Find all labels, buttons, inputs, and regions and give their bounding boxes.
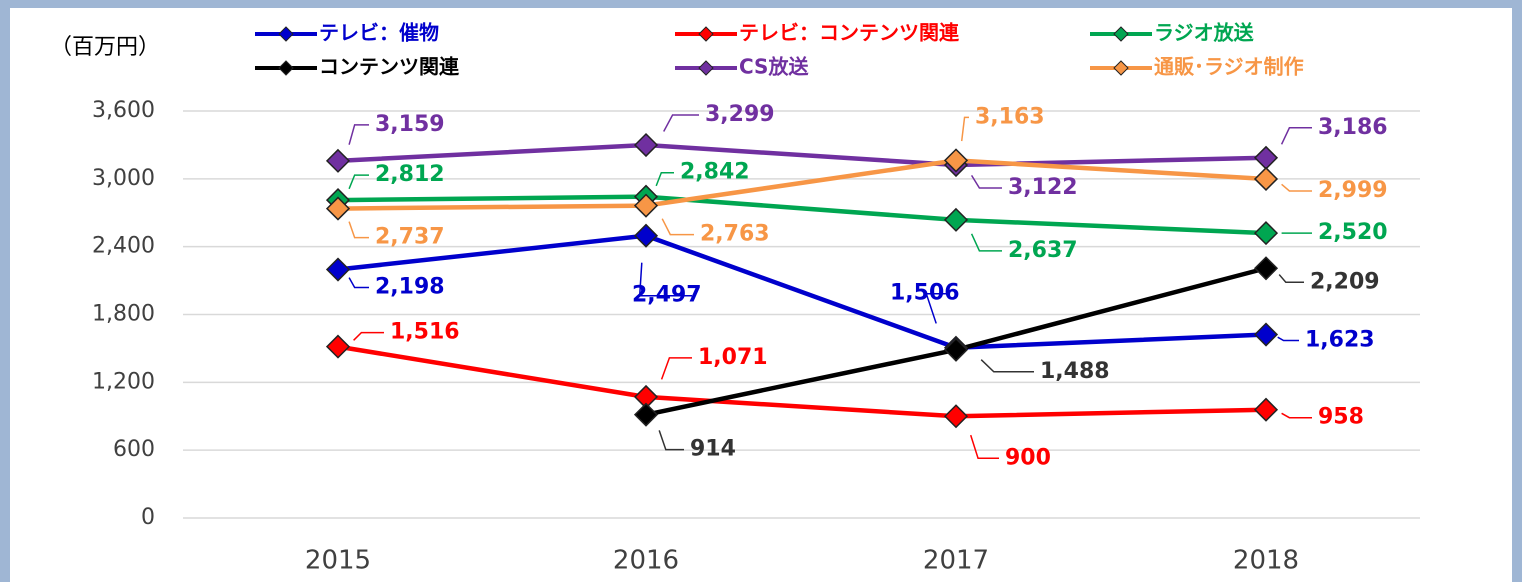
- leader-line: [353, 331, 384, 341]
- data-point: [943, 337, 969, 362]
- data-label: 1,623: [1305, 328, 1375, 353]
- data-point: [1253, 322, 1279, 347]
- data-label: 3,122: [1008, 175, 1078, 200]
- data-label: 1,516: [390, 320, 460, 345]
- data-label: 2,737: [375, 225, 445, 250]
- data-label: 3,159: [375, 112, 445, 137]
- x-tick-label: 2017: [923, 546, 989, 576]
- data-label: 1,071: [698, 345, 768, 370]
- data-point: [1253, 221, 1279, 246]
- data-point: [943, 207, 969, 232]
- leader-line: [658, 430, 684, 451]
- leader-line: [960, 116, 969, 142]
- y-tick-label: 3,000: [92, 166, 155, 191]
- y-tick-label: 2,400: [92, 234, 155, 259]
- x-tick-label: 2016: [613, 546, 679, 576]
- leader-line: [1277, 336, 1299, 342]
- data-label: 900: [1005, 445, 1051, 470]
- y-axis-label: （百万円）: [50, 35, 160, 60]
- leader-line: [1278, 274, 1304, 284]
- series-line: [337, 344, 1267, 419]
- leader-line: [655, 171, 674, 187]
- data-point: [325, 196, 351, 221]
- data-point: [633, 132, 659, 158]
- leader-line: [661, 218, 694, 236]
- leader-line: [925, 292, 950, 324]
- data-label: 1,506: [890, 281, 960, 306]
- leader-line: [1280, 127, 1312, 145]
- leader-line: [348, 277, 369, 289]
- legend-label: テレビ：催物: [319, 21, 439, 45]
- legend-marker: [698, 26, 714, 42]
- x-tick-label: 2018: [1233, 546, 1299, 576]
- leader-line: [660, 357, 692, 380]
- legend-marker: [698, 60, 714, 76]
- leader-line: [348, 124, 369, 145]
- leader-line: [969, 434, 999, 459]
- leader-line: [663, 114, 699, 132]
- data-point: [633, 193, 659, 218]
- leader-line: [970, 233, 1002, 252]
- legend-label: ラジオ放送: [1154, 21, 1255, 45]
- legend-label: 通販･ラジオ制作: [1154, 55, 1304, 79]
- leader-line: [348, 174, 369, 190]
- y-tick-label: 1,800: [92, 302, 155, 327]
- data-point: [325, 257, 351, 282]
- data-label: 2,812: [375, 162, 445, 187]
- legend-marker: [1113, 26, 1129, 42]
- data-point: [943, 404, 969, 429]
- leader-line: [1281, 183, 1312, 192]
- series-line: [337, 158, 1267, 211]
- data-label: 2,842: [680, 160, 750, 185]
- data-point: [325, 148, 351, 173]
- data-point: [1253, 397, 1279, 422]
- legend-label: コンテンツ関連: [319, 55, 460, 79]
- data-point: [943, 148, 969, 173]
- y-tick-label: 3,600: [92, 98, 155, 123]
- data-label: 2,637: [1008, 238, 1078, 263]
- leader-line: [638, 262, 692, 297]
- data-label: 958: [1318, 405, 1364, 430]
- data-point: [633, 223, 659, 248]
- x-tick-label: 2015: [305, 546, 371, 576]
- series-line: [337, 233, 1267, 351]
- plot-background: [10, 8, 1512, 582]
- data-label: 1,488: [1040, 359, 1110, 384]
- legend-marker: [1113, 60, 1129, 76]
- data-point: [633, 402, 659, 427]
- legend-marker: [278, 60, 294, 76]
- legend-label: テレビ：コンテンツ関連: [739, 21, 960, 45]
- data-point: [1253, 256, 1279, 281]
- data-label: 2,209: [1310, 269, 1380, 294]
- data-label: 2,763: [700, 222, 770, 247]
- leader-line: [348, 221, 369, 239]
- data-label: 2,520: [1318, 220, 1388, 245]
- legend-marker: [278, 26, 294, 42]
- data-point: [325, 334, 351, 359]
- series-line: [337, 194, 1267, 236]
- data-label: 3,186: [1318, 115, 1388, 140]
- y-tick-label: 1,200: [92, 369, 155, 394]
- leader-line: [980, 359, 1034, 373]
- y-tick-label: 600: [113, 437, 155, 462]
- data-label: 3,163: [975, 104, 1045, 129]
- leader-line: [970, 174, 1002, 189]
- data-label: 2,198: [375, 275, 445, 300]
- series-line: [337, 142, 1267, 168]
- leader-line: [1281, 412, 1312, 419]
- data-label: 914: [690, 437, 736, 462]
- data-label: 2,497: [632, 283, 702, 308]
- data-label: 3,299: [705, 102, 775, 127]
- y-tick-label: 0: [141, 505, 155, 530]
- data-point: [1253, 166, 1279, 192]
- data-label: 2,999: [1318, 178, 1388, 203]
- legend-label: CS放送: [739, 55, 809, 79]
